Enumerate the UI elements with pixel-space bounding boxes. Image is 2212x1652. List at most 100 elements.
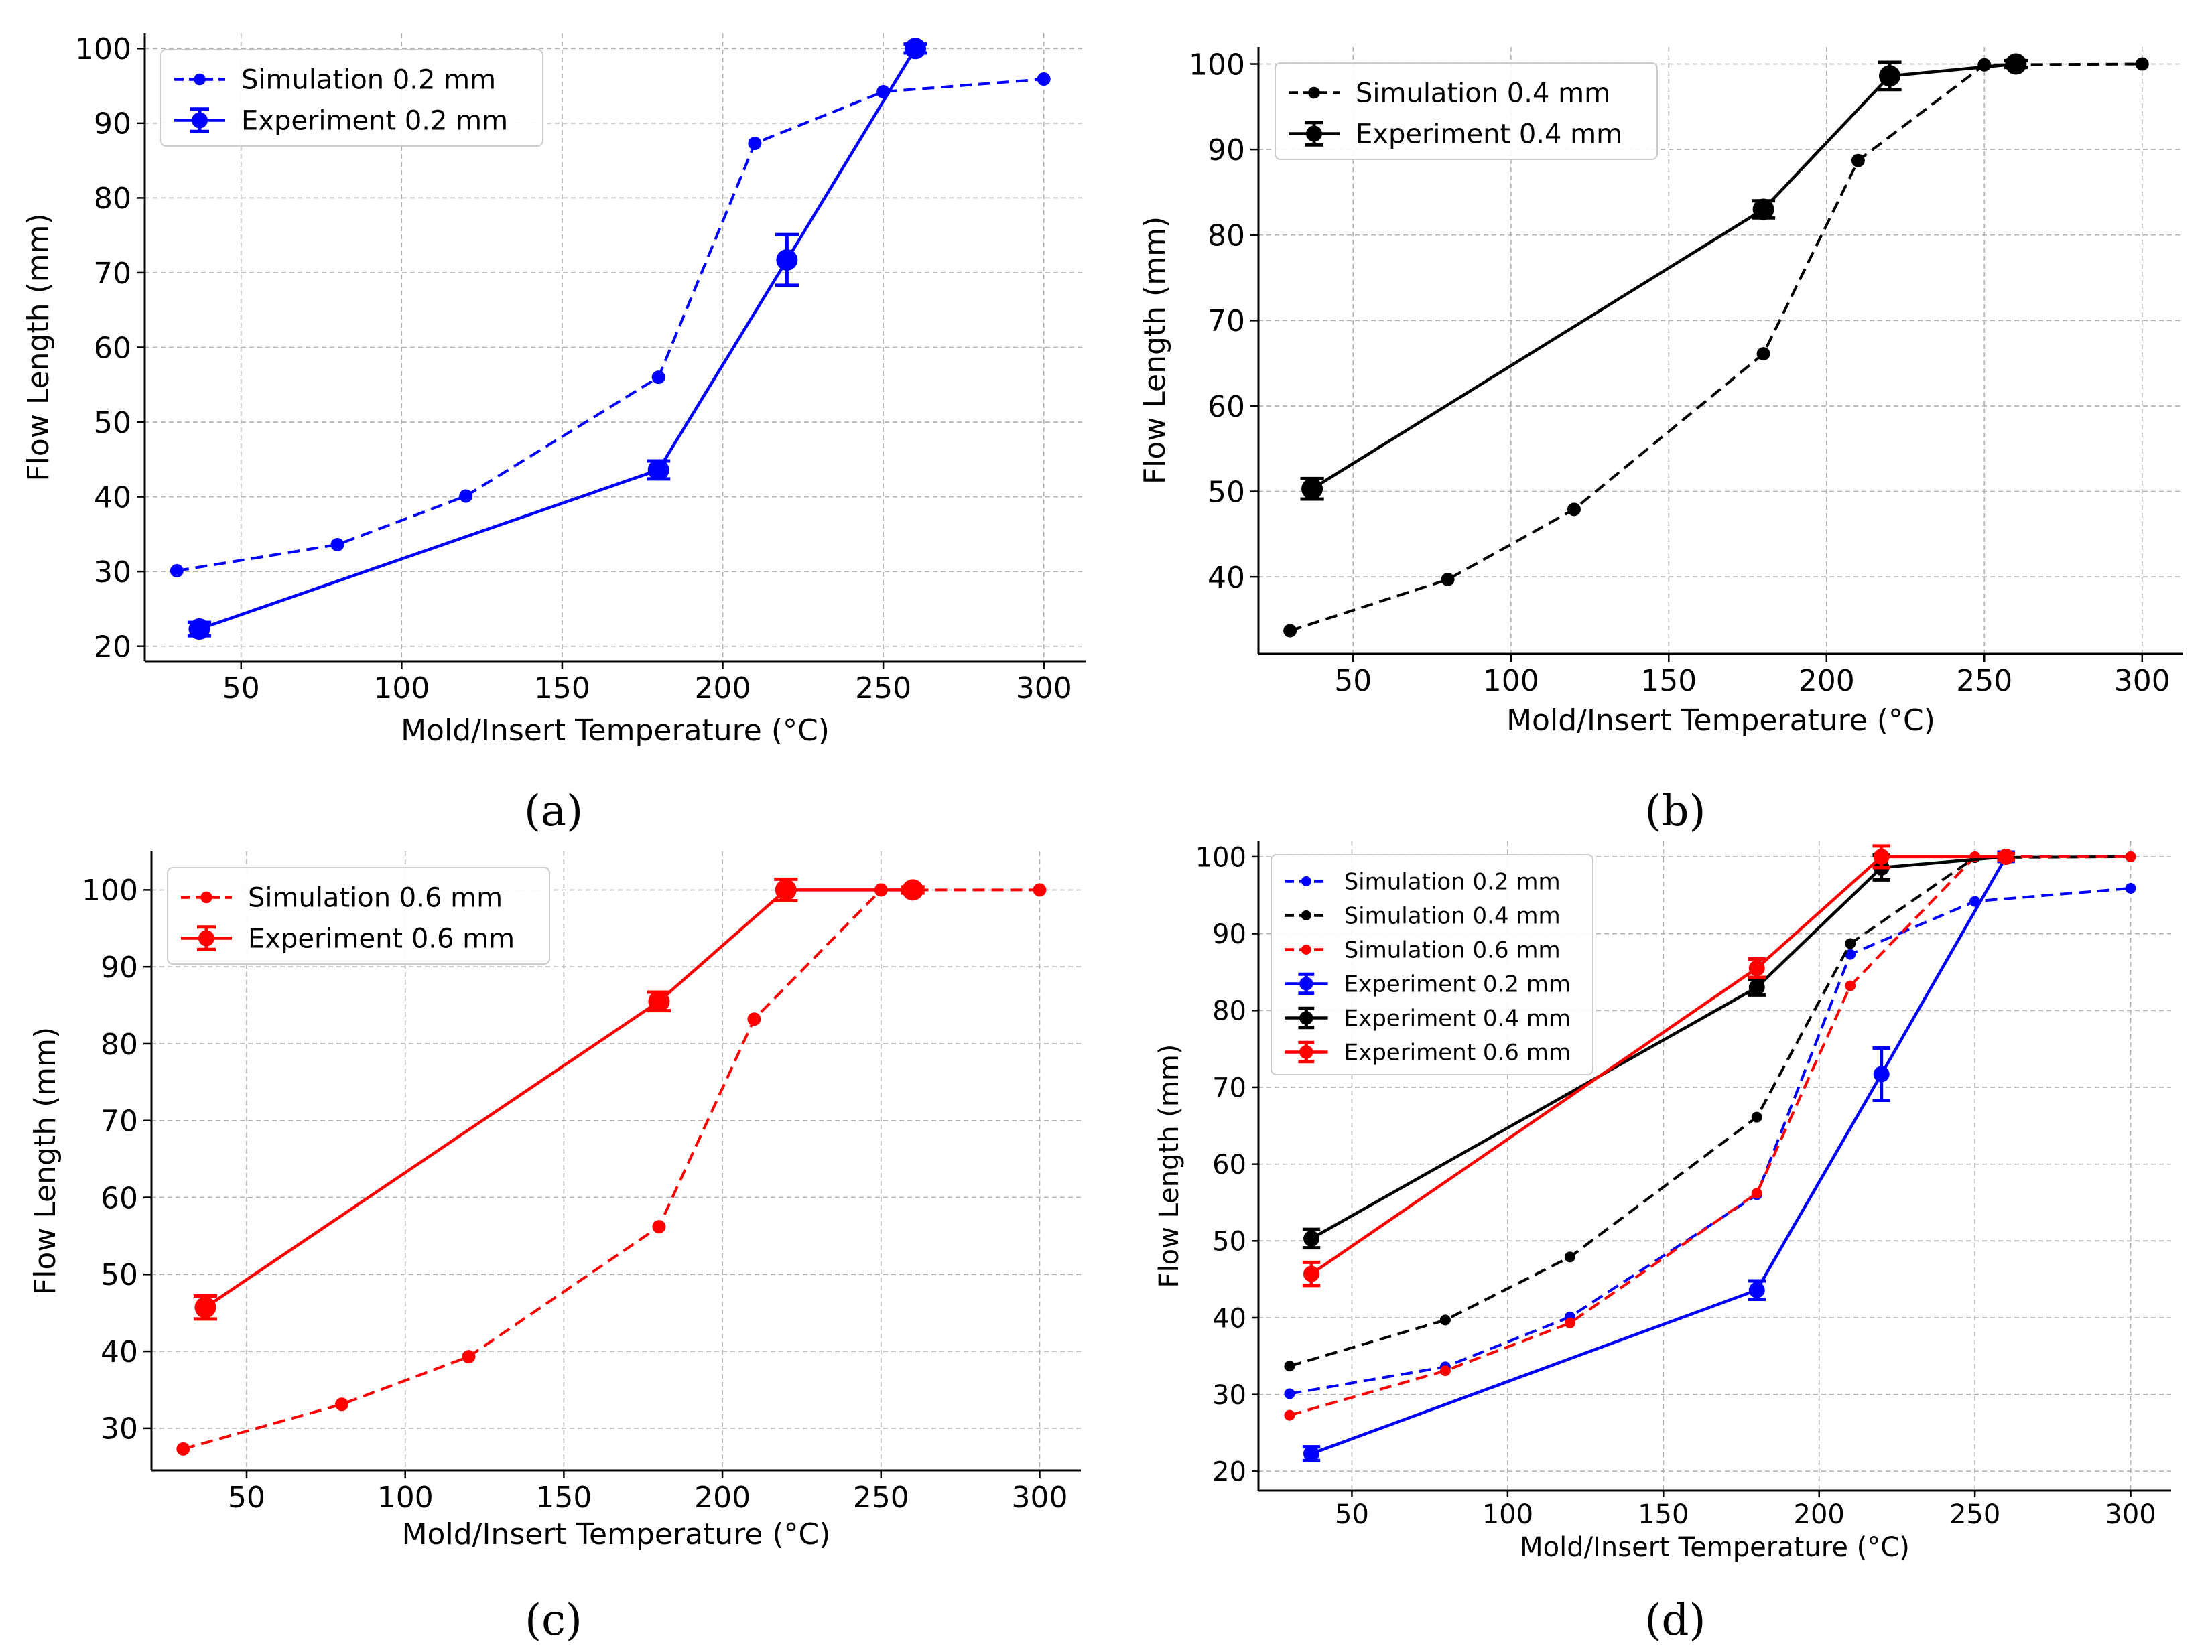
legend-marker: [1308, 86, 1320, 99]
data-point: [1439, 1365, 1451, 1377]
y-tick-label: 90: [1208, 133, 1245, 167]
data-point: [1564, 1251, 1575, 1263]
legend-label: Experiment 0.2 mm: [241, 106, 508, 137]
x-tick-label: 50: [228, 1481, 265, 1515]
legend-marker: [1301, 910, 1311, 920]
x-tick-label: 250: [1949, 1499, 2000, 1530]
legend-marker: [194, 73, 206, 86]
x-tick-label: 100: [1482, 1499, 1533, 1530]
y-tick-label: 40: [1208, 561, 1245, 595]
data-point: [1751, 1188, 1762, 1199]
data-point: [1441, 572, 1455, 586]
data-point: [1303, 1265, 1320, 1282]
data-point: [1301, 478, 1323, 500]
legend-marker: [1299, 1045, 1313, 1059]
data-point: [647, 459, 669, 481]
x-axis-label: Mold/Insert Temperature (°C): [1520, 1532, 1910, 1563]
data-point: [1748, 1282, 1765, 1298]
y-tick-label: 30: [1212, 1380, 1246, 1411]
legend: Simulation 0.4 mm Experiment 0.4 mm: [1275, 62, 1658, 160]
panel-label: (d): [1645, 1596, 1706, 1645]
data-point: [188, 618, 210, 640]
legend-label: Simulation 0.2 mm: [1344, 868, 1561, 895]
x-tick-label: 150: [1640, 664, 1697, 698]
legend-label: Experiment 0.4 mm: [1356, 119, 1622, 150]
y-tick-label: 50: [101, 1258, 138, 1292]
chart-panel-2: 50 100 150 200 250 300 40 50 60 70 80 90 100 Mold/Ins…: [1138, 47, 2183, 836]
data-point: [1439, 1314, 1451, 1326]
x-tick-label: 150: [534, 671, 590, 705]
data-point: [747, 1012, 761, 1026]
x-tick-label: 100: [377, 1481, 434, 1515]
series: [1302, 844, 2015, 1288]
data-point: [1873, 1066, 1890, 1083]
x-axis-label: Mold/Insert Temperature (°C): [401, 713, 830, 748]
x-tick-label: 200: [1794, 1499, 1845, 1530]
y-tick-label: 100: [1189, 48, 1245, 82]
data-point: [1567, 502, 1581, 517]
data-point: [1845, 949, 1856, 960]
x-tick-label: 300: [2105, 1499, 2156, 1530]
y-tick-label: 90: [101, 951, 138, 985]
data-point: [651, 370, 665, 385]
x-tick-label: 150: [1638, 1499, 1689, 1530]
y-tick-label: 80: [101, 1028, 138, 1062]
y-tick-label: 70: [94, 257, 131, 291]
y-tick-label: 40: [94, 480, 131, 514]
series: [1283, 57, 2149, 638]
y-axis-label: Flow Length (mm): [28, 1027, 62, 1295]
series-line: [198, 48, 917, 631]
x-tick-label: 50: [222, 671, 260, 705]
data-point: [1303, 1230, 1320, 1247]
data-point: [1284, 1409, 1295, 1421]
x-tick-label: 100: [1483, 664, 1539, 698]
data-point: [1998, 848, 2014, 865]
data-point: [1033, 883, 1047, 897]
y-tick-label: 60: [101, 1181, 138, 1215]
data-point: [1748, 979, 1765, 995]
x-axis-label: Mold/Insert Temperature (°C): [1506, 703, 1935, 738]
chart-panel-4: 50 100 150 200 250 3002030405060708090100Mold…: [1154, 841, 2171, 1645]
data-point: [330, 537, 344, 551]
data-point: [2135, 57, 2149, 71]
y-tick-label: 30: [94, 555, 131, 590]
series: [193, 877, 925, 1321]
y-tick-label: 50: [1208, 475, 1245, 509]
x-tick-label: 200: [1799, 664, 1855, 698]
legend: Simulation 0.2 mm Experiment 0.2 mm: [160, 49, 543, 147]
legend-box: [167, 867, 550, 965]
panel-label: (b): [1645, 786, 1706, 836]
y-tick-label: 40: [101, 1335, 138, 1369]
x-tick-label: 300: [1016, 671, 1072, 705]
data-point: [1845, 980, 1856, 991]
panel-label: (c): [525, 1596, 582, 1645]
legend-marker: [198, 930, 214, 947]
legend-marker: [1299, 977, 1313, 991]
legend-box: [1275, 62, 1658, 160]
x-tick-label: 300: [2114, 664, 2170, 698]
legend: Simulation 0.2 mm Simulation 0.4 mm Simula…: [1271, 854, 1593, 1075]
data-point: [905, 38, 927, 60]
y-tick-label: 80: [1212, 996, 1246, 1027]
data-point: [776, 249, 798, 271]
data-point: [170, 564, 184, 578]
legend: Simulation 0.6 mm Experiment 0.6 mm: [167, 867, 550, 965]
data-point: [775, 879, 797, 901]
x-tick-label: 250: [1956, 664, 2012, 698]
y-tick-label: 80: [1208, 219, 1245, 253]
y-axis-label: Flow Length (mm): [1138, 216, 1172, 484]
x-tick-label: 100: [373, 671, 430, 705]
y-tick-label: 60: [94, 331, 131, 365]
legend-marker: [1306, 125, 1322, 142]
legend-label: Simulation 0.4 mm: [1356, 78, 1610, 109]
data-point: [1283, 624, 1297, 638]
legend-label: Experiment 0.2 mm: [1344, 971, 1571, 997]
legend-label: Experiment 0.4 mm: [1344, 1005, 1571, 1032]
legend-marker: [192, 112, 208, 129]
data-point: [2125, 851, 2136, 862]
legend-label: Experiment 0.6 mm: [1344, 1039, 1571, 1066]
data-point: [1284, 1361, 1295, 1372]
data-point: [2125, 882, 2136, 894]
y-tick-label: 50: [1212, 1227, 1246, 1257]
